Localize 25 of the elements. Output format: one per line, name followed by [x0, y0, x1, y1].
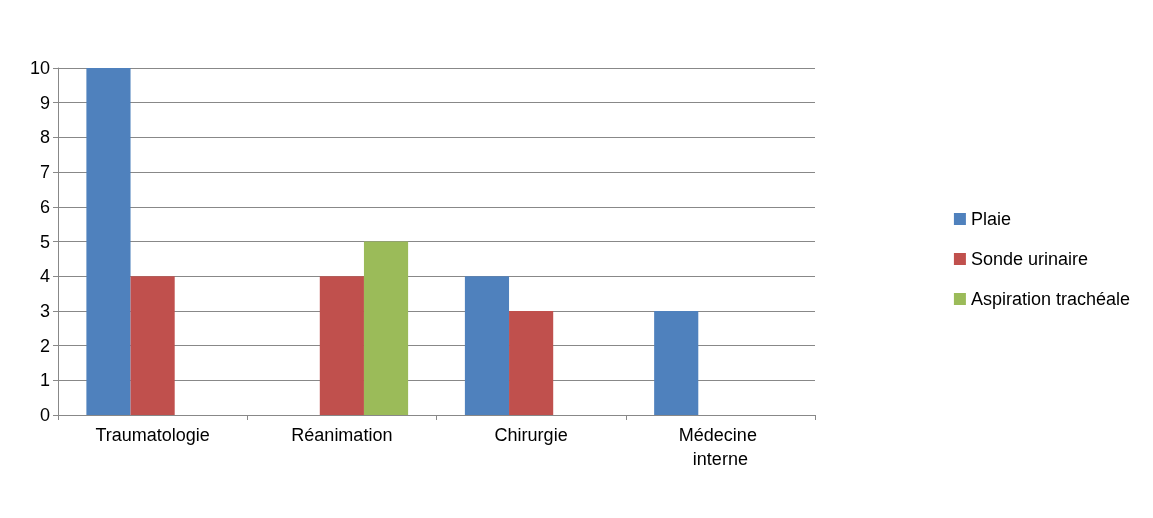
bar: [319, 276, 364, 415]
legend-label: Aspiration trachéale: [970, 289, 1130, 309]
y-tick-label: 10: [29, 58, 50, 78]
x-tick-label: Traumatologie: [95, 425, 210, 445]
y-tick-label: 5: [39, 231, 50, 252]
y-tick-label: 3: [39, 300, 50, 321]
y-tick-label: 0: [39, 405, 50, 425]
bar: [464, 276, 510, 415]
y-tick-label: 1: [39, 370, 50, 391]
y-tick-label: 7: [39, 162, 50, 183]
x-tick-label: Chirurgie: [494, 425, 568, 445]
y-tick-label: 2: [39, 335, 50, 356]
bar: [363, 241, 409, 415]
y-tick-label: 8: [39, 127, 50, 148]
y-tick-label: 4: [39, 266, 50, 287]
x-tick-label: Médecine interne: [678, 425, 762, 469]
legend-label: Plaie: [970, 209, 1011, 229]
legend-label: Sonde urinaire: [970, 249, 1088, 269]
bar: [130, 276, 175, 415]
y-tick-label: 6: [39, 196, 50, 217]
bar: [654, 310, 699, 415]
y-tick-label: 9: [39, 92, 50, 113]
bar: [509, 310, 554, 415]
x-tick-label: Réanimation: [291, 425, 393, 445]
bar: [86, 68, 131, 415]
